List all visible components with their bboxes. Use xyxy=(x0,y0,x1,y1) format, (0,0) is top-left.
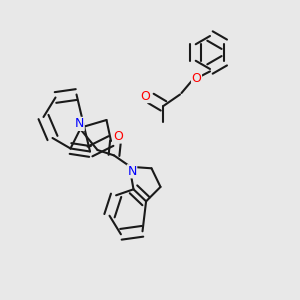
Text: O: O xyxy=(141,89,150,103)
Text: O: O xyxy=(192,71,201,85)
Text: N: N xyxy=(75,117,84,130)
Text: O: O xyxy=(114,130,123,143)
Text: N: N xyxy=(127,165,137,178)
